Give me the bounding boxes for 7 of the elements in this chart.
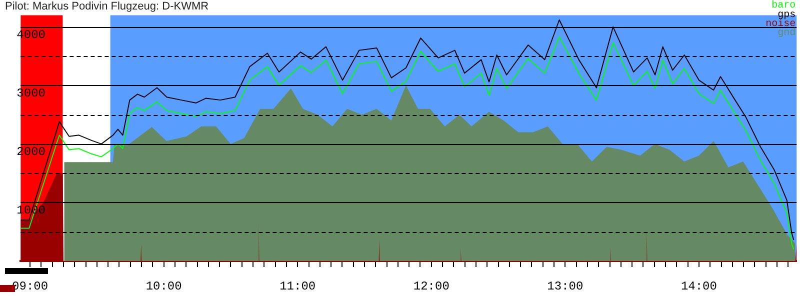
x-tick-label: 11:00 bbox=[280, 279, 316, 294]
x-tick-label: 14:00 bbox=[680, 279, 717, 294]
chart-title: Pilot: Markus Podivin Flugzeug: D-KWMR bbox=[5, 0, 209, 13]
x-tick-label: 12:00 bbox=[413, 279, 450, 294]
x-tick-label: 13:00 bbox=[547, 279, 584, 294]
text: baro bbox=[772, 0, 796, 12]
x-tick-label: 10:00 bbox=[146, 279, 182, 294]
